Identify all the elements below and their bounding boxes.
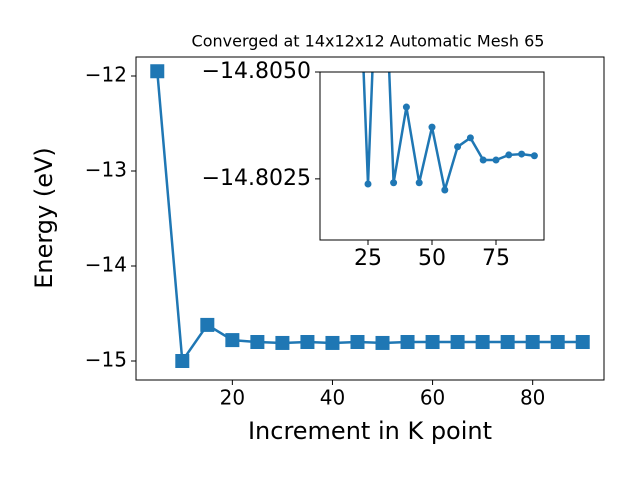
x-tick-label: 25 [354,246,382,271]
x-tick-label: 60 [420,386,445,410]
data-point [250,335,265,349]
data-point [300,335,315,349]
data-point [325,335,340,350]
data-point [175,354,190,368]
plot-content [362,72,538,194]
data-point [575,335,590,349]
data-point [275,335,290,350]
data-point [350,335,365,349]
data-point [475,335,490,349]
data-point [390,179,398,187]
y-tick-label: −14.8050 [202,59,311,84]
data-point [525,335,540,349]
data-point [200,317,215,332]
plot-content [150,64,590,368]
y-tick-label: −14.8025 [202,166,311,191]
y-tick-label: −13 [85,158,127,182]
data-point [492,156,500,164]
data-point [500,335,515,349]
chart-title: Converged at 14x12x12 Automatic Mesh 65 [192,32,545,51]
y-tick-label: −15 [85,348,127,372]
y-tick-label: −12 [85,63,127,87]
data-point [428,123,436,131]
data-point [400,335,415,349]
data-point [530,152,538,160]
data-point [364,180,372,188]
x-tick-label: 75 [482,246,510,271]
data-point [150,64,165,79]
x-tick-label: 80 [520,386,545,410]
data-point [466,134,474,142]
x-tick-label: 40 [320,386,345,410]
x-tick-label: 20 [220,386,245,410]
data-point [425,335,440,349]
x-axis-label: Increment in K point [248,417,492,445]
data-point [375,335,390,350]
data-point [454,143,462,151]
data-point [518,150,526,158]
data-point [225,333,240,348]
data-point [550,335,565,349]
y-axis-label: Energy (eV) [30,147,58,289]
data-point [505,151,513,159]
x-tick-label: 50 [418,246,446,271]
data-point [402,103,410,111]
data-point [450,335,465,349]
y-tick-label: −14 [85,253,127,277]
plot-frame [135,56,605,381]
data-point [415,179,423,187]
data-point [479,156,487,164]
data-point [441,186,449,194]
